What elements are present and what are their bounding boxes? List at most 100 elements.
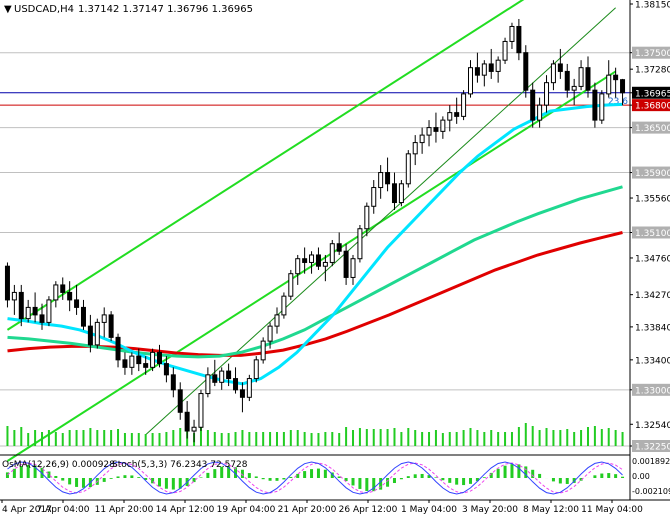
volume-bar [269,432,271,446]
candle-body [12,292,16,299]
volume-bar [69,430,71,446]
osma-bar [469,478,472,484]
volume-bar [82,430,84,446]
candle-body [123,360,127,367]
volume-bar [235,432,237,446]
volume-bar [511,432,513,446]
price-axis-label: 1.33400 [635,356,670,366]
candle-body [399,184,403,203]
osma-bar [269,478,272,481]
volume-bar [359,428,361,446]
volume-bar [145,434,147,446]
osma-bar [462,478,465,485]
osma-label: OsMA(12,26,9) 0.000928 [2,460,115,470]
candle-body [33,307,37,314]
candle-body [178,390,182,412]
candle-body [234,379,238,390]
price-axis-label: 1.34270 [635,291,670,301]
candle-body [310,255,314,262]
osma-bar [600,474,603,478]
volume-bar [615,430,617,446]
volume-bar [48,430,50,446]
volume-bar [13,430,15,446]
volume-bar [172,430,174,446]
candle-body [54,285,58,300]
osma-bar [414,474,417,478]
volume-bar [421,432,423,446]
candle-body [358,229,362,259]
time-axis-label: 1 May 04:00 [401,505,457,515]
candle-body [151,352,155,367]
volume-bar [159,433,161,446]
volume-bar [442,433,444,446]
volume-bar [20,427,22,446]
osma-bar [262,478,265,479]
candle-body [227,371,231,378]
candle-body [144,364,148,368]
osma-bar [607,473,610,478]
volume-bar [248,432,250,446]
candle-body [330,244,334,263]
volume-bar [27,433,29,446]
osma-bar [421,474,424,478]
volume-bar [490,430,492,446]
candle-body [323,262,327,266]
candle-body [254,360,258,379]
time-axis-label: 11 Apr 20:00 [95,505,154,515]
volume-bar [504,432,506,446]
price-axis-label: 1.33840 [635,323,670,333]
volume-bar [400,432,402,446]
candle-body [531,90,535,120]
osma-bar [504,466,507,478]
osma-bar [393,478,396,483]
candle-body [496,60,500,71]
osma-bar [199,477,202,478]
candle-body [158,352,162,363]
osma-bar [110,478,113,479]
osma-bar [289,477,292,478]
volume-bar [338,433,340,446]
osma-bar [566,478,569,484]
volume-bar [373,429,375,446]
candle-body [19,292,23,318]
candle-body [379,173,383,188]
osma-bar [621,477,624,478]
volume-bar [255,432,257,446]
candle-body [586,68,590,90]
candle-body [503,41,507,60]
volume-bar [456,432,458,446]
volume-bar [387,429,389,446]
osma-bar [54,476,57,478]
volume-bar [62,433,64,446]
volume-bar [608,428,610,446]
volume-bar [573,432,575,446]
time-axis-label: 26 Apr 12:00 [339,505,398,515]
candle-body [88,326,92,345]
candle-body [116,337,120,359]
candle-body [164,364,168,375]
volume-bar [221,433,223,446]
volume-bar [463,430,465,446]
candle-body [316,255,320,266]
volume-bar [117,429,119,446]
volume-bar [41,432,43,446]
volume-bar [283,432,285,446]
osma-bar [303,471,306,478]
candle-body [268,326,272,341]
volume-bar [297,430,299,446]
osma-bar [68,478,71,484]
osma-bar [275,478,278,481]
volume-bar [276,432,278,446]
candle-body [296,259,300,274]
candle-body [109,315,113,337]
osma-bar [103,478,106,482]
volume-bar [262,432,264,446]
volume-bar [601,429,603,446]
volume-bar [497,432,499,446]
volume-bar [380,429,382,446]
osma-bar [434,477,437,478]
price-axis-label: 1.37500 [635,49,670,59]
price-axis-label: 1.32540 [635,421,670,431]
candle-body [351,259,355,278]
osma-bar [352,478,355,485]
